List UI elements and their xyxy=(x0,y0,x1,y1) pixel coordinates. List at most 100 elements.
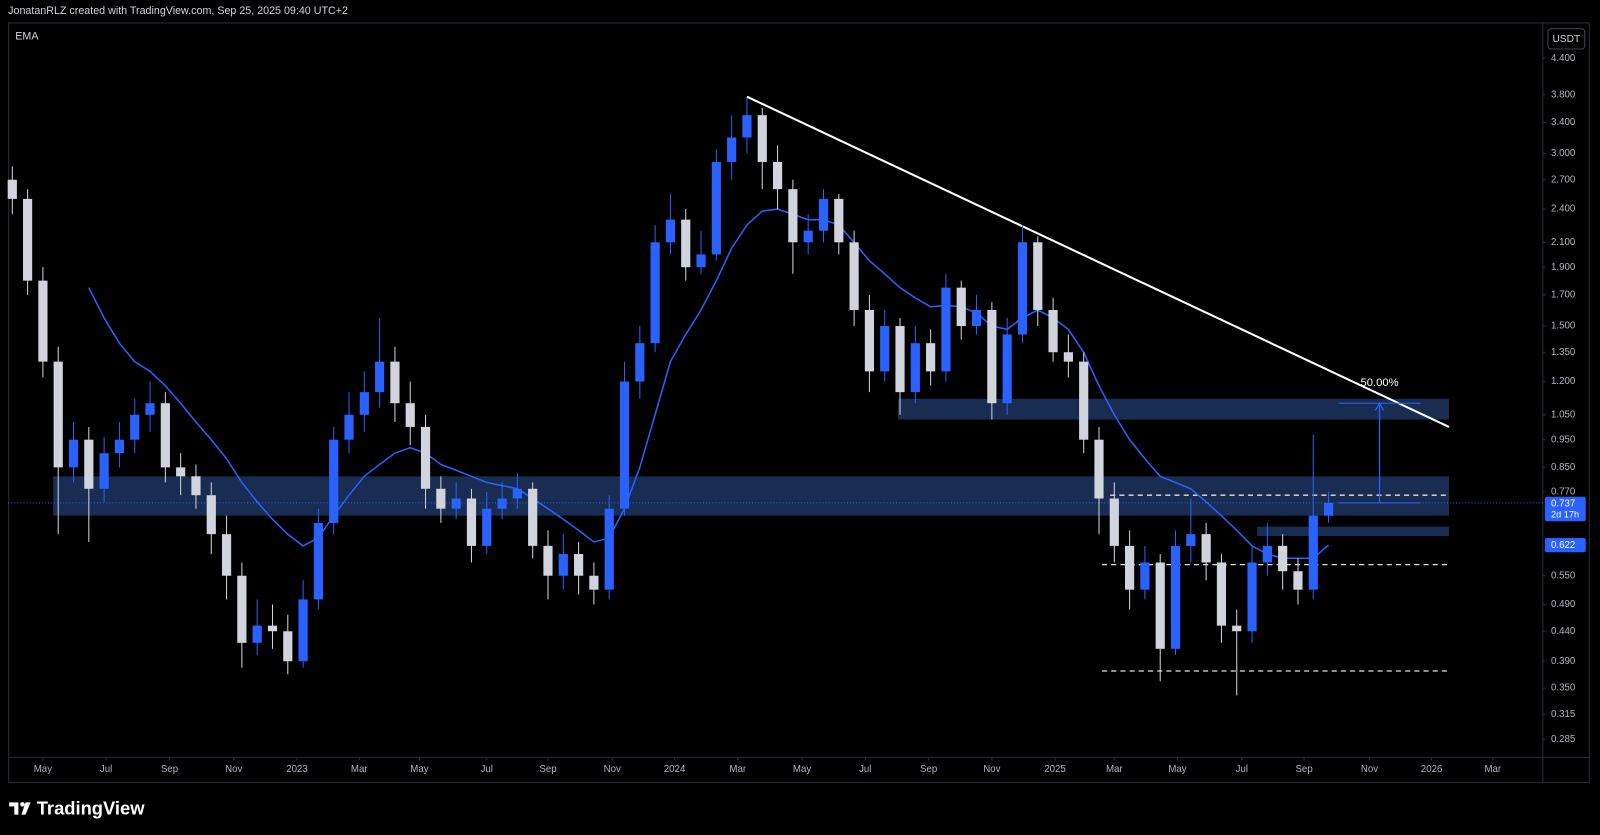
candle-body xyxy=(742,115,752,138)
candle-body xyxy=(1308,515,1318,590)
candle-body xyxy=(7,179,17,199)
plot-area: 50.00% xyxy=(7,95,1543,696)
x-tick-label: Mar xyxy=(729,764,746,775)
candle-body xyxy=(359,392,369,415)
candle-body xyxy=(221,534,232,576)
chart-frame xyxy=(8,22,1590,783)
indicator-label: EMA xyxy=(15,31,39,43)
x-tick-label: May xyxy=(34,764,52,775)
candle-body xyxy=(650,242,660,344)
candle-body xyxy=(252,625,262,643)
candle-body xyxy=(420,426,431,489)
candle-body xyxy=(1017,242,1028,335)
y-tick-label: 1.900 xyxy=(1551,262,1576,273)
x-tick-label: Sep xyxy=(1295,764,1312,775)
y-tick-label: 4.400 xyxy=(1551,53,1576,64)
candle-body xyxy=(1247,562,1257,632)
candle-body xyxy=(283,631,293,662)
candle-body xyxy=(482,508,492,546)
x-tick-label: Nov xyxy=(225,764,242,775)
candle-body xyxy=(38,280,48,362)
measure-label: 50.00% xyxy=(1361,377,1399,389)
y-tick-label: 3.800 xyxy=(1551,89,1576,100)
attribution: JonatanRLZ created with TradingView.com,… xyxy=(8,5,348,17)
candle-body xyxy=(543,545,553,576)
y-tick-label: 0.490 xyxy=(1551,599,1576,610)
currency-label[interactable]: USDT xyxy=(1552,34,1580,45)
candle-body xyxy=(84,439,94,489)
candle-body xyxy=(436,488,446,509)
x-tick-label: Jul xyxy=(100,764,112,775)
x-tick-label: Nov xyxy=(983,764,1000,775)
candle-body xyxy=(604,508,614,590)
candle-body xyxy=(512,488,522,499)
x-tick-label: Sep xyxy=(920,764,937,775)
candle-body xyxy=(635,343,645,382)
candle-body xyxy=(99,453,109,489)
candle-body xyxy=(375,361,385,393)
candle-body xyxy=(1033,242,1043,310)
candle-body xyxy=(329,439,339,523)
candle-body xyxy=(451,498,461,509)
candle-body xyxy=(528,488,538,546)
y-tick-label: 0.550 xyxy=(1551,570,1576,581)
candle-body xyxy=(298,599,308,662)
candle-body xyxy=(1201,534,1211,563)
candle-body xyxy=(757,115,767,162)
x-tick-label: Mar xyxy=(351,764,368,775)
y-tick-label: 2.100 xyxy=(1551,237,1576,248)
candle-body xyxy=(1125,545,1135,590)
y-tick-label: 0.285 xyxy=(1551,734,1575,745)
y-tick-label: 1.200 xyxy=(1551,376,1576,387)
y-tick-label: 0.315 xyxy=(1551,709,1575,720)
candle-body xyxy=(803,230,813,243)
candle-body xyxy=(1293,571,1303,590)
candle-body xyxy=(589,575,599,590)
zone xyxy=(1257,526,1450,537)
candle-body xyxy=(681,219,691,268)
y-tick-label: 0.440 xyxy=(1551,626,1576,637)
candle-body xyxy=(267,625,278,632)
y-tick-label: 1.050 xyxy=(1551,409,1576,420)
candle-body xyxy=(1186,534,1196,546)
candle-body xyxy=(696,254,706,268)
currency-box[interactable] xyxy=(1547,28,1586,50)
candle-body xyxy=(160,403,170,468)
candle-body xyxy=(466,498,477,546)
x-tick-label: Jul xyxy=(481,764,493,775)
countdown-label: 2d 17h xyxy=(1551,510,1579,520)
candle-body xyxy=(145,403,155,415)
candle-body xyxy=(53,361,63,468)
candle-body xyxy=(313,522,323,600)
candle-body xyxy=(834,198,844,243)
candle-body xyxy=(788,189,798,243)
candle-body xyxy=(1109,498,1119,546)
last-price-box xyxy=(1544,496,1586,522)
candle-body xyxy=(68,439,79,468)
candle-body xyxy=(849,242,859,310)
candle-body xyxy=(206,495,216,535)
candle-body xyxy=(956,287,966,327)
candle-body xyxy=(176,467,186,477)
candle-body xyxy=(864,309,875,372)
y-tick-label: 3.000 xyxy=(1551,148,1576,159)
x-tick-label: Sep xyxy=(539,764,556,775)
candle-body xyxy=(497,498,507,509)
candle-body xyxy=(619,381,630,509)
y-tick-label: 2.700 xyxy=(1551,174,1576,185)
candle-body xyxy=(1262,545,1272,563)
candle-body xyxy=(1079,361,1089,440)
x-tick-label: 2026 xyxy=(1421,764,1443,775)
candle-body xyxy=(1323,502,1334,516)
x-tick-label: Nov xyxy=(1361,764,1378,775)
candle-body xyxy=(1140,562,1150,590)
y-tick-label: 1.500 xyxy=(1551,321,1576,332)
x-tick-label: Mar xyxy=(1484,764,1501,775)
candle-body xyxy=(23,198,33,281)
candle-body xyxy=(191,476,201,496)
y-tick-label: 0.950 xyxy=(1551,434,1576,445)
zone xyxy=(898,398,1450,420)
ema-price-label: 0.622 xyxy=(1551,540,1575,551)
